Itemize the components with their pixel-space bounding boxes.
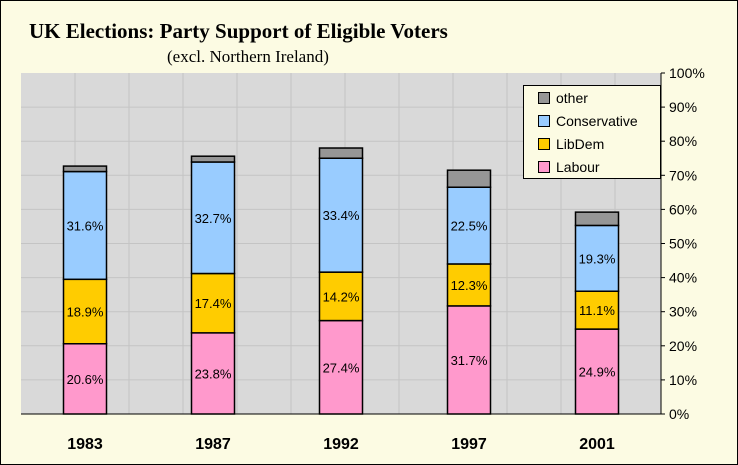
legend-label: Conservative [556,113,638,129]
data-label: 20.6% [67,372,104,387]
bar-labour-2001 [574,328,620,415]
y-tick-label: 90% [669,99,697,115]
y-tick-label: 80% [669,133,697,149]
data-label: 18.9% [67,305,104,320]
x-tick-label: 1992 [323,436,359,453]
legend-label: Labour [556,159,600,175]
data-label: 27.4% [323,360,360,375]
y-tick-label: 10% [669,372,697,388]
bar-other-1987 [190,155,236,163]
legend-label: other [556,90,588,106]
x-tick-label: 1997 [451,436,487,453]
chart-title: UK Elections: Party Support of Eligible … [29,19,448,43]
bar-other-1997 [446,169,492,188]
bar-other-2001 [574,211,620,227]
bar-libdem-2001 [574,290,620,330]
y-tick-label: 70% [669,167,697,183]
x-tick-label: 1987 [195,436,231,453]
legend-item-other: other [538,90,588,106]
legend-item-libdem: LibDem [538,136,604,152]
bar-conservative-1983 [62,170,108,281]
legend-swatch [538,92,550,104]
y-tick-label: 50% [669,236,697,252]
bar-libdem-1992 [318,271,364,322]
data-label: 32.7% [195,211,232,226]
data-label: 17.4% [195,296,232,311]
chart-subtitle: (excl. Northern Ireland) [167,47,329,66]
bar-other-1983 [62,165,108,173]
data-label: 14.2% [323,289,360,304]
legend-item-conservative: Conservative [538,113,638,129]
bar-other-1992 [318,147,364,160]
y-tick-label: 0% [669,406,689,422]
bar-conservative-1987 [190,161,236,275]
bar-libdem-1983 [62,278,108,345]
data-label: 31.7% [451,353,488,368]
data-label: 12.3% [451,278,488,293]
data-label: 24.9% [579,365,616,380]
bar-libdem-1997 [446,263,492,307]
x-tick-label: 1983 [67,436,103,453]
y-tick-label: 60% [669,201,697,217]
x-tick-label: 2001 [579,436,615,453]
data-label: 31.6% [67,218,104,233]
y-tick-label: 100% [669,65,705,81]
legend: other Conservative LibDem Labour [523,85,661,179]
bar-labour-1992 [318,319,364,415]
y-tick-label: 30% [669,304,697,320]
data-label: 22.5% [451,219,488,234]
legend-swatch [538,115,550,127]
data-label: 19.3% [579,251,616,266]
legend-item-labour: Labour [538,159,600,175]
y-tick-label: 20% [669,338,697,354]
legend-swatch [538,138,550,150]
data-label: 11.1% [579,303,615,318]
bar-libdem-1987 [190,272,236,334]
y-tick-label: 40% [669,270,697,286]
data-label: 33.4% [323,208,360,223]
legend-swatch [538,161,550,173]
data-label: 23.8% [195,366,232,381]
bar-conservative-2001 [574,224,620,292]
legend-label: LibDem [556,136,605,152]
